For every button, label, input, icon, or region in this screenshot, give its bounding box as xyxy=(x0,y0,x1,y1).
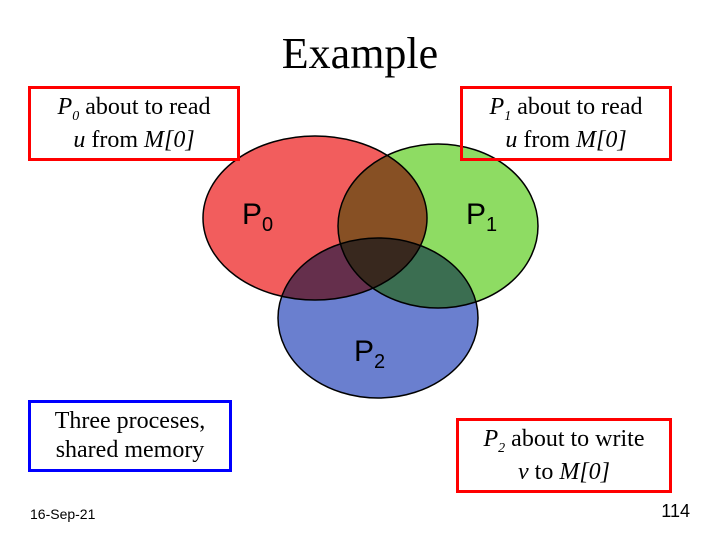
callout-p1: P1 about to readu from M[0] xyxy=(460,86,672,161)
callout-note: Three proceses,shared memory xyxy=(28,400,232,472)
label-p1: P1 xyxy=(466,198,497,237)
label-p2: P2 xyxy=(354,335,385,374)
footer-date: 16-Sep-21 xyxy=(30,506,95,522)
slide-title: Example xyxy=(282,28,438,79)
circle-p2 xyxy=(278,238,478,398)
footer-page: 114 xyxy=(661,501,690,522)
callout-p0: P0 about to readu from M[0] xyxy=(28,86,240,161)
label-p0: P0 xyxy=(242,198,273,237)
callout-p2: P2 about to writev to M[0] xyxy=(456,418,672,493)
